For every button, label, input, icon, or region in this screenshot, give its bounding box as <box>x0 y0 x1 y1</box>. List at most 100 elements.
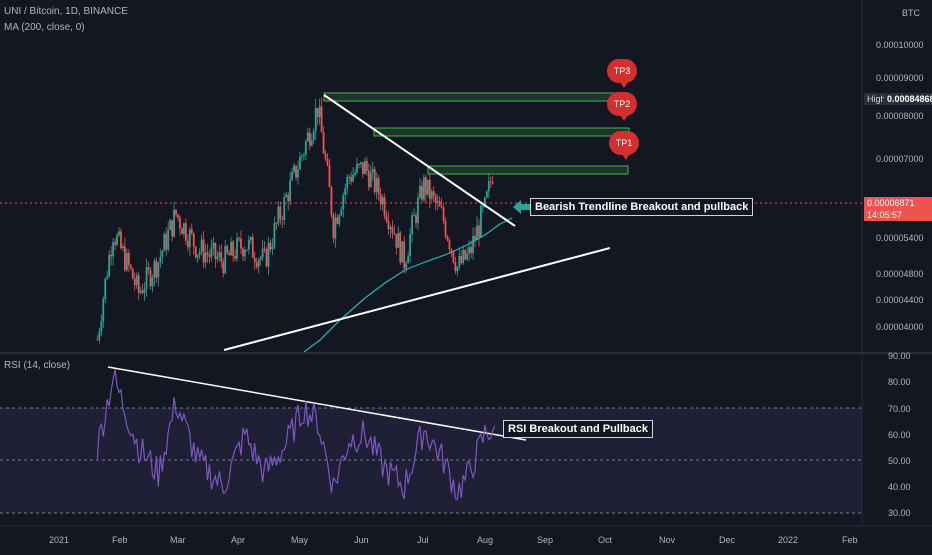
candle-body[interactable] <box>192 233 195 247</box>
candle-body[interactable] <box>184 223 187 242</box>
candle-body[interactable] <box>417 197 419 224</box>
candle-body[interactable] <box>277 206 280 224</box>
candle-body[interactable] <box>291 171 294 181</box>
candle-body[interactable] <box>419 185 421 198</box>
candle-body[interactable] <box>491 182 494 184</box>
candle-body[interactable] <box>139 290 142 293</box>
candle-body[interactable] <box>456 266 459 272</box>
candle-body[interactable] <box>356 163 358 173</box>
candle-body[interactable] <box>434 195 437 203</box>
candle-body[interactable] <box>206 252 209 255</box>
candle-body[interactable] <box>350 176 353 182</box>
candle-body[interactable] <box>395 234 398 248</box>
candle-body[interactable] <box>253 257 256 263</box>
candle-body[interactable] <box>169 220 172 231</box>
candle-body[interactable] <box>352 174 354 182</box>
candle-body[interactable] <box>247 239 250 250</box>
candle-body[interactable] <box>112 242 115 257</box>
candle-body[interactable] <box>448 240 451 250</box>
candle-body[interactable] <box>454 262 457 272</box>
candle-body[interactable] <box>226 246 229 253</box>
candle-body[interactable] <box>210 247 213 257</box>
candle-body[interactable] <box>422 177 425 200</box>
price-pane[interactable] <box>0 0 862 352</box>
candle-body[interactable] <box>234 255 236 259</box>
candle-body[interactable] <box>265 248 268 267</box>
candle-body[interactable] <box>326 158 329 166</box>
candle-body[interactable] <box>116 235 118 245</box>
candle-body[interactable] <box>304 141 307 155</box>
candle-body[interactable] <box>365 160 368 171</box>
candle-body[interactable] <box>334 217 337 239</box>
candle-body[interactable] <box>242 248 244 257</box>
candle-body[interactable] <box>403 241 406 269</box>
candle-body[interactable] <box>186 241 189 248</box>
candle-body[interactable] <box>177 214 179 218</box>
candle-body[interactable] <box>196 254 199 258</box>
candle-body[interactable] <box>452 250 455 263</box>
candle-body[interactable] <box>405 263 408 269</box>
candle-body[interactable] <box>432 191 435 196</box>
candle-body[interactable] <box>287 194 290 202</box>
candle-body[interactable] <box>216 256 219 259</box>
candle-body[interactable] <box>135 275 138 285</box>
candle-body[interactable] <box>299 156 301 170</box>
candle-body[interactable] <box>200 239 203 252</box>
candle-body[interactable] <box>458 255 461 267</box>
candle-body[interactable] <box>208 254 211 257</box>
tp1-bubble[interactable]: TP1 <box>609 131 639 160</box>
candle-body[interactable] <box>293 165 295 172</box>
candle-body[interactable] <box>96 339 99 341</box>
candle-body[interactable] <box>393 233 396 235</box>
candle-body[interactable] <box>220 252 223 262</box>
candle-body[interactable] <box>362 162 364 175</box>
candle-body[interactable] <box>409 234 412 256</box>
breakout-annotation[interactable]: Bearish Trendline Breakout and pullback <box>530 198 754 216</box>
candle-body[interactable] <box>306 132 309 142</box>
candle-body[interactable] <box>332 214 335 239</box>
candle-body[interactable] <box>249 237 252 240</box>
candle-body[interactable] <box>430 191 433 200</box>
candle-body[interactable] <box>322 132 325 154</box>
candle-body[interactable] <box>344 188 347 196</box>
candle-body[interactable] <box>342 195 345 210</box>
candle-body[interactable] <box>129 265 132 269</box>
candle-body[interactable] <box>255 262 258 267</box>
candle-body[interactable] <box>421 185 423 200</box>
candle-body[interactable] <box>468 247 471 254</box>
candle-body[interactable] <box>460 255 463 263</box>
candle-body[interactable] <box>100 321 103 332</box>
candle-body[interactable] <box>424 177 427 195</box>
candle-body[interactable] <box>214 242 217 259</box>
support-trendline[interactable] <box>223 247 611 351</box>
candle-body[interactable] <box>336 217 339 224</box>
candle-body[interactable] <box>238 238 240 240</box>
candle-body[interactable] <box>151 277 154 287</box>
candle-body[interactable] <box>340 209 343 216</box>
candle-body[interactable] <box>389 227 392 230</box>
candle-body[interactable] <box>369 172 372 188</box>
candle-body[interactable] <box>131 268 134 279</box>
candle-body[interactable] <box>190 229 193 234</box>
candle-body[interactable] <box>267 242 270 267</box>
candle-body[interactable] <box>474 235 476 241</box>
candle-body[interactable] <box>470 247 472 254</box>
candle-body[interactable] <box>354 172 356 175</box>
candle-body[interactable] <box>450 249 453 251</box>
tp3-zone[interactable] <box>323 92 630 102</box>
candle-body[interactable] <box>118 231 120 236</box>
candle-body[interactable] <box>391 227 394 234</box>
candle-body[interactable] <box>279 206 282 220</box>
candle-body[interactable] <box>401 241 404 263</box>
candle-body[interactable] <box>171 220 174 237</box>
candle-body[interactable] <box>358 163 360 165</box>
candle-body[interactable] <box>338 215 341 224</box>
candle-body[interactable] <box>240 238 242 249</box>
candle-body[interactable] <box>478 225 480 238</box>
candle-body[interactable] <box>472 235 474 254</box>
candle-body[interactable] <box>259 257 262 260</box>
candle-body[interactable] <box>476 225 478 241</box>
candle-body[interactable] <box>155 260 158 278</box>
tp1-zone[interactable] <box>427 165 629 175</box>
candle-body[interactable] <box>330 187 333 215</box>
